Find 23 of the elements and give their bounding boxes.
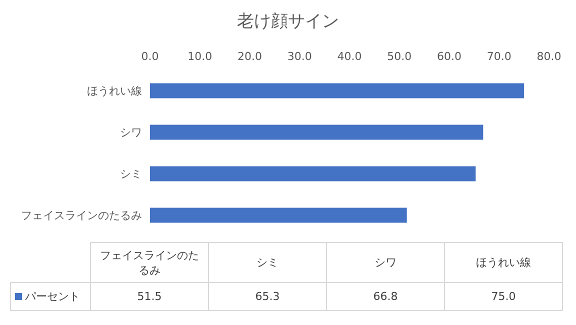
category-label: シミ	[256, 256, 278, 269]
text: 66.8	[373, 290, 398, 303]
x-tick-label: 50.0	[387, 50, 412, 63]
text: 75.0	[491, 290, 516, 303]
legend-label: パーセント	[10, 282, 90, 310]
y-tick-label: ほうれい線	[87, 84, 142, 98]
x-tick-label: 10.0	[188, 50, 212, 63]
x-tick-label: 70.0	[486, 50, 512, 63]
x-tick-label: 80.0	[536, 50, 562, 63]
y-tick-label: フェイスラインのたるみ	[21, 208, 142, 222]
x-tick-label: 20.0	[238, 50, 262, 63]
y-tick-label: シワ	[120, 126, 142, 139]
category-label: シワ	[374, 256, 396, 269]
y-tick-label: シミ	[120, 167, 142, 180]
category-label: ほうれい線	[476, 256, 531, 269]
text: 51.5	[137, 290, 162, 303]
x-tick-label: 30.0	[287, 50, 312, 63]
x-tick-label: 60.0	[437, 50, 462, 63]
x-tick-label: 40.0	[337, 50, 362, 63]
chart-title: 老け顔サイン	[237, 12, 339, 32]
x-tick-label: 0.0	[141, 50, 159, 63]
category-label: フェイスラインのたるみ	[100, 248, 199, 276]
text: 65.3	[255, 290, 280, 303]
